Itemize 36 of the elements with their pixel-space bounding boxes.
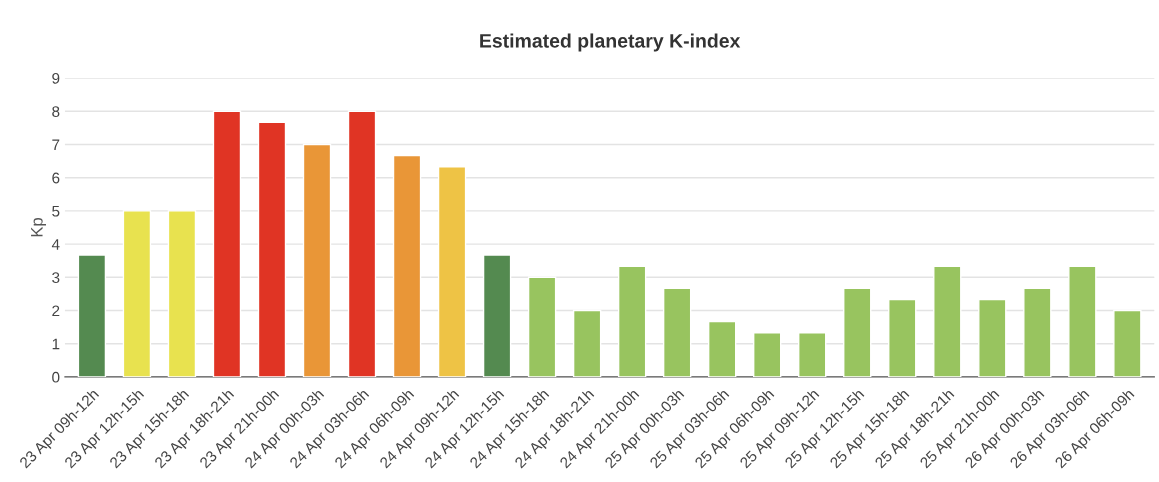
bar: [662, 287, 692, 377]
bar: [933, 265, 962, 377]
y-tick-label: 8: [52, 106, 60, 117]
bar: [77, 254, 107, 377]
y-tick-label: 9: [52, 72, 60, 84]
bar: [392, 154, 422, 377]
bar: [257, 121, 287, 377]
bar: [302, 143, 332, 377]
bar: [482, 254, 512, 377]
bar: [1068, 265, 1097, 377]
y-tick-label: 5: [52, 205, 60, 217]
bar: [527, 276, 557, 377]
y-tick-label: 0: [52, 371, 60, 383]
y-tick-label: 7: [52, 139, 60, 151]
bar: [437, 166, 467, 377]
bar: [212, 110, 242, 377]
y-tick-label: 6: [52, 172, 60, 184]
bar: [843, 287, 872, 377]
bar: [707, 320, 737, 377]
bar: [572, 309, 602, 377]
y-tick-label: 3: [52, 272, 60, 283]
bar: [888, 298, 917, 377]
bar: [617, 265, 647, 377]
chart-title: Estimated planetary K-index: [480, 33, 741, 52]
y-axis-title: Kp: [31, 218, 46, 237]
bar: [347, 110, 377, 377]
y-tick-label: 2: [52, 305, 60, 317]
y-tick-label: 1: [52, 338, 60, 350]
bar: [1023, 287, 1052, 377]
bar: [1113, 309, 1142, 377]
bar: [167, 210, 197, 377]
bar: [798, 332, 827, 377]
bar: [978, 298, 1007, 377]
y-tick-label: 4: [51, 239, 60, 250]
bar: [752, 332, 782, 377]
bar: [122, 210, 152, 377]
